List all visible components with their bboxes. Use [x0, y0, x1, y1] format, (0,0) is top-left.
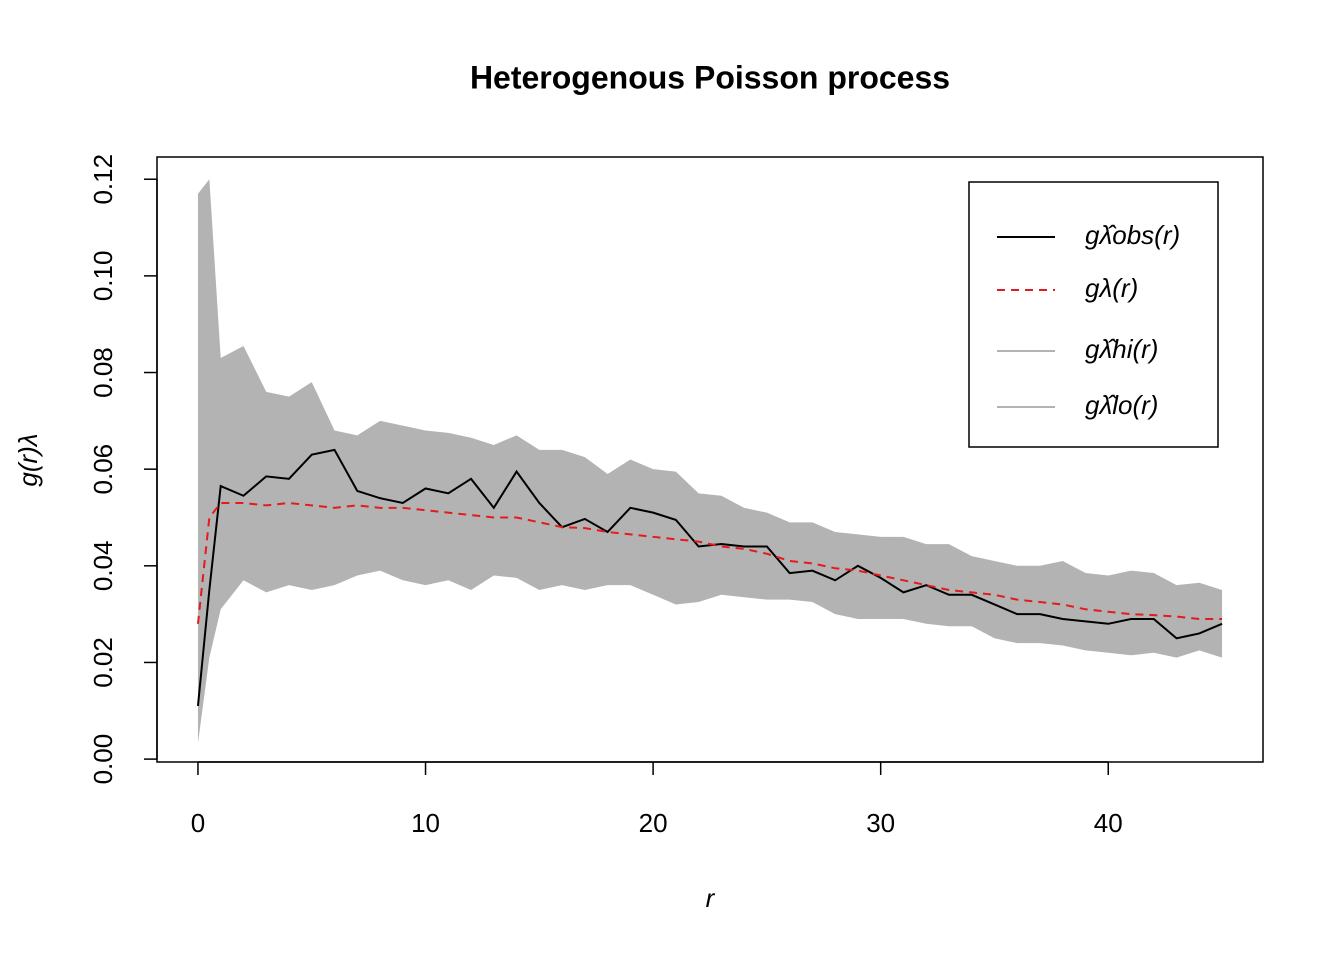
- y-tick-label: 0.06: [88, 444, 118, 495]
- legend-label: gλ̂obs(r): [1085, 220, 1180, 250]
- series-line: [196, 501, 1223, 624]
- x-tick-label: 40: [1094, 808, 1123, 838]
- y-axis-label: g(r)λ: [13, 433, 43, 486]
- x-tick-label: 30: [866, 808, 895, 838]
- y-tick-label: 0.08: [88, 347, 118, 398]
- y-tick-label: 0.00: [88, 734, 118, 785]
- envelope-band: [197, 179, 1223, 744]
- legend-label: gλ̂lo(r): [1085, 390, 1158, 420]
- y-tick-label: 0.02: [88, 637, 118, 688]
- legend-label: gλ̂hi(r): [1085, 334, 1158, 364]
- y-tick-label: 0.04: [88, 541, 118, 592]
- x-tick-label: 10: [411, 808, 440, 838]
- legend-box: [968, 181, 1219, 448]
- x-tick-label: 20: [639, 808, 668, 838]
- legend-label: gλ(r): [1085, 273, 1138, 303]
- x-axis-label: r: [706, 883, 716, 913]
- x-tick-label: 0: [191, 808, 205, 838]
- y-tick-label: 0.12: [88, 154, 118, 205]
- series-line: [196, 448, 1223, 707]
- y-tick-label: 0.10: [88, 251, 118, 302]
- chart-title: Heterogenous Poisson process: [470, 59, 950, 95]
